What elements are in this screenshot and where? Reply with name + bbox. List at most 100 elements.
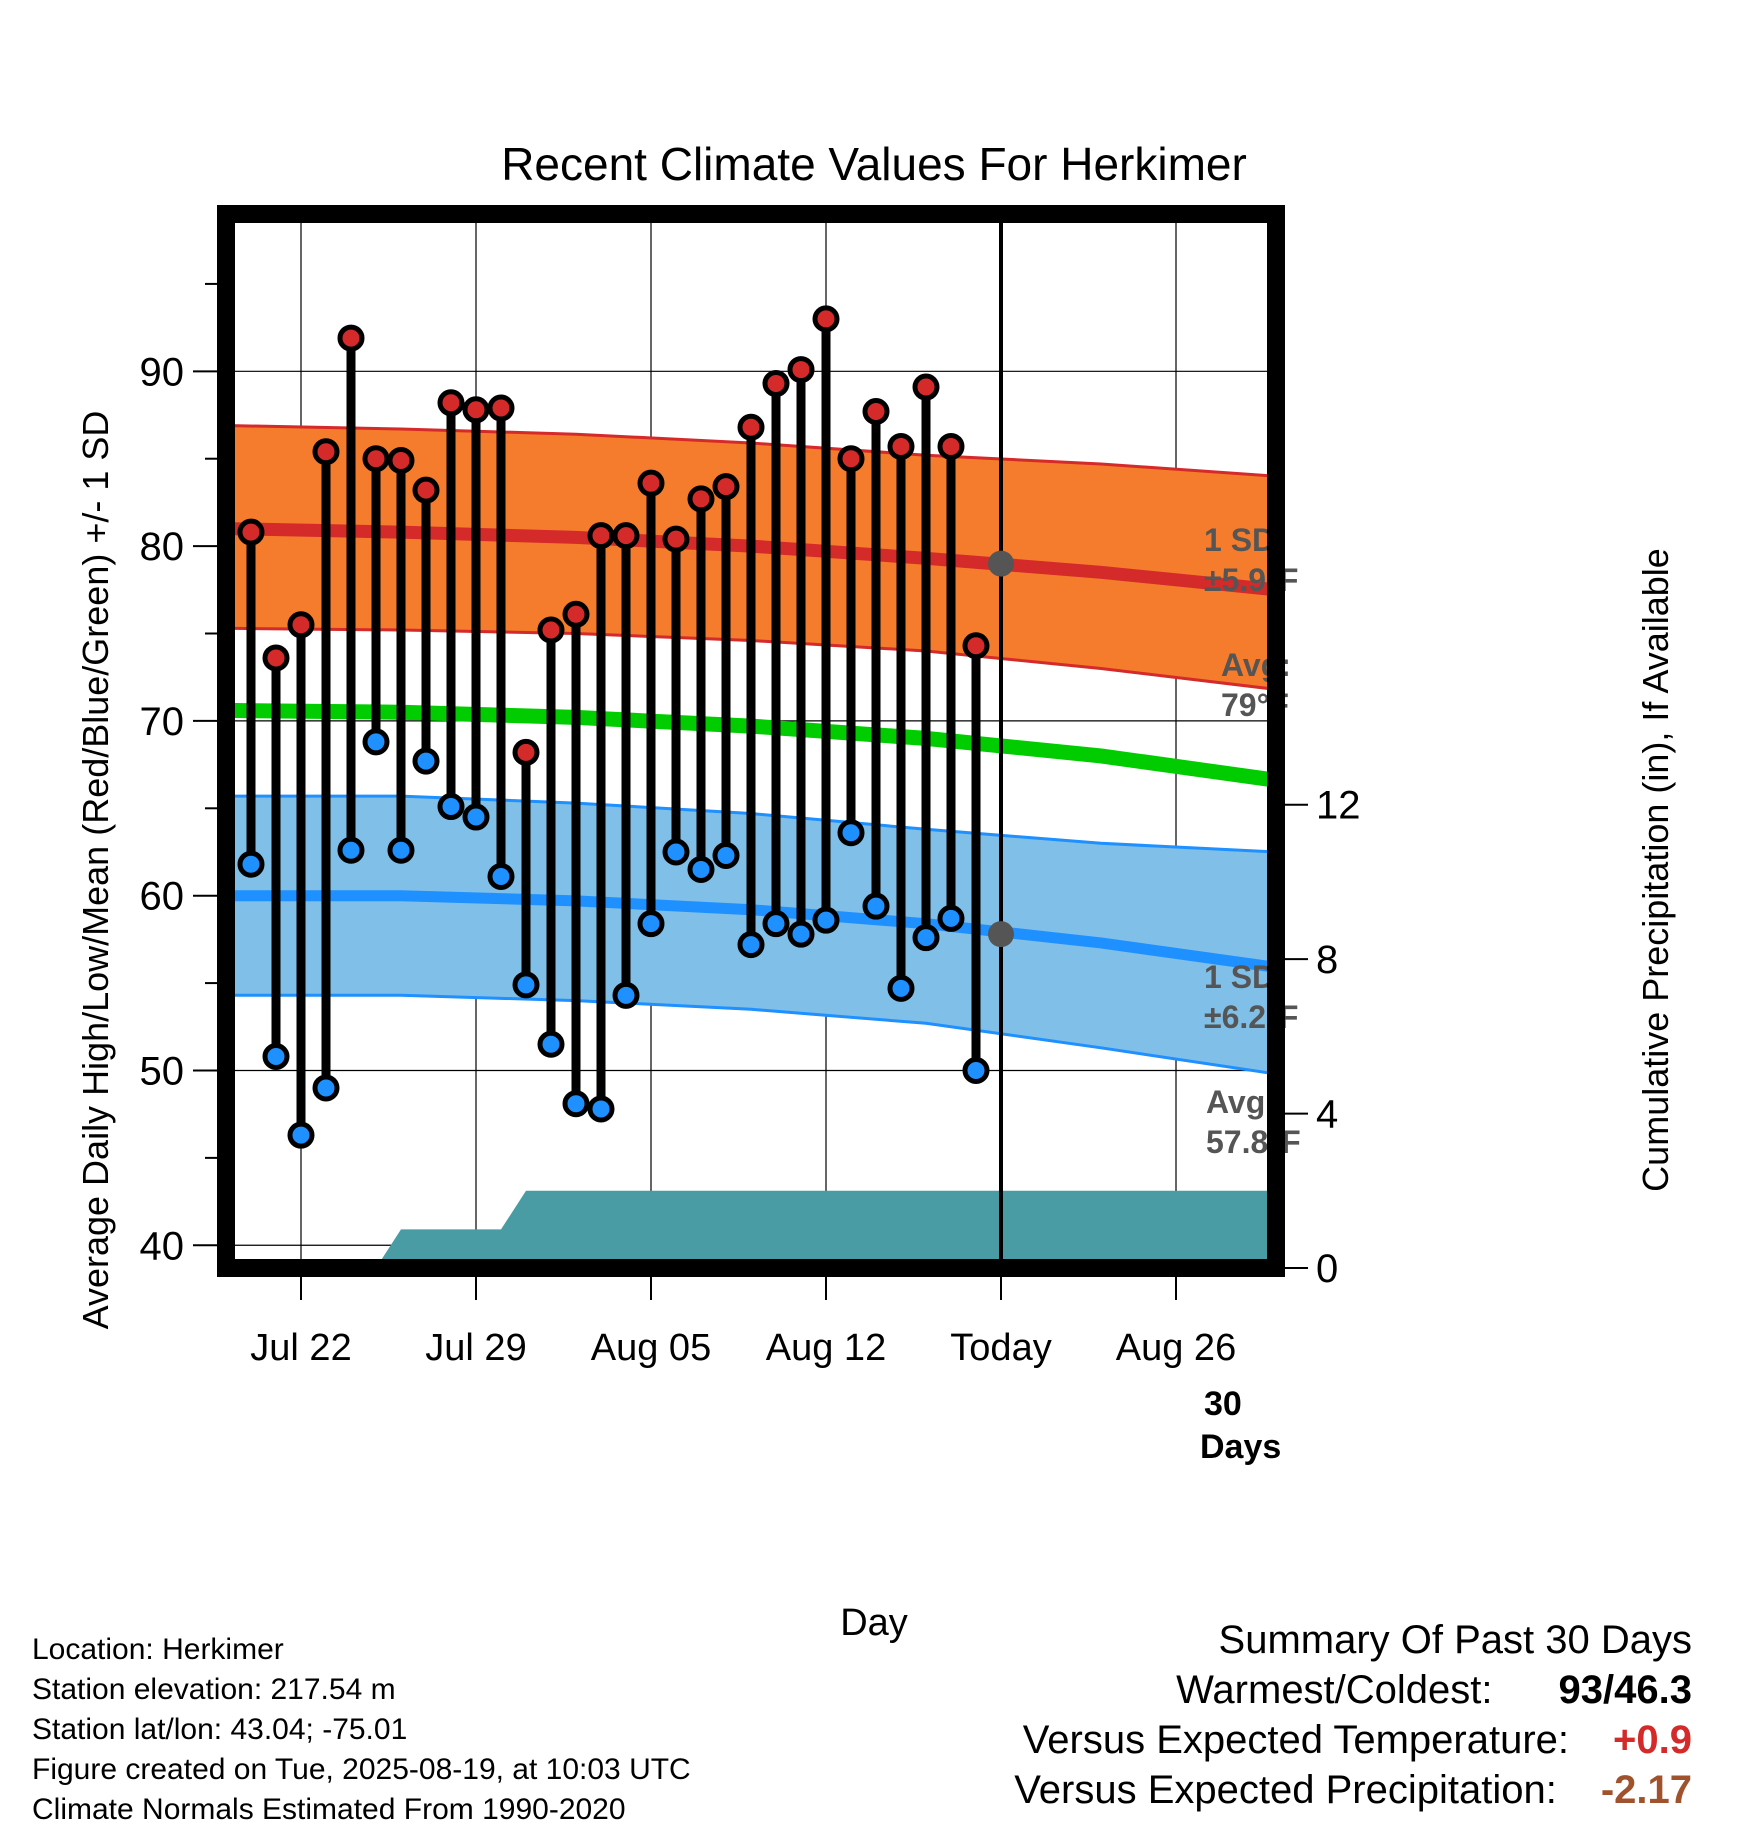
high-point (687, 485, 715, 513)
low-point (562, 1090, 590, 1118)
low-point (762, 910, 790, 938)
x-tick-label: Today (950, 1327, 1051, 1369)
high-point (637, 469, 665, 497)
days-count-label: 30 (1204, 1385, 1242, 1423)
low-point (312, 1074, 340, 1102)
high-point (887, 432, 915, 460)
low-point (712, 841, 740, 869)
days-word-label: Days (1200, 1428, 1281, 1466)
high-point (612, 522, 640, 550)
high-point (412, 476, 440, 504)
low-point (912, 924, 940, 952)
summary-precip-row: Versus Expected Precipitation: -2.17 (1014, 1765, 1692, 1815)
today-low-avg-marker (988, 921, 1014, 948)
high-point (337, 324, 365, 352)
low-point (462, 803, 490, 831)
temp-deviation-label: Versus Expected Temperature: (1022, 1718, 1570, 1762)
info-latlon: Station lat/lon: 43.04; -75.01 (32, 1713, 408, 1746)
y-tick-label: 80 (140, 525, 185, 569)
high-point (512, 738, 540, 766)
high-point (737, 413, 765, 441)
low-point (412, 747, 440, 775)
high-point (862, 398, 890, 426)
info-elevation: Station elevation: 217.54 m (32, 1673, 396, 1706)
temp-deviation-value: +0.9 (1613, 1718, 1692, 1762)
low-point (962, 1056, 990, 1084)
low-point (612, 981, 640, 1009)
low-point (887, 974, 915, 1002)
y-tick-label: 90 (140, 350, 185, 394)
low-point (862, 892, 890, 920)
y2-axis-label: Cumulative Precipitation (in), If Availa… (1635, 548, 1676, 1192)
high-point (787, 356, 815, 384)
low-point (437, 793, 465, 821)
plot-frame (217, 205, 1285, 1277)
info-location: Location: Herkimer (32, 1633, 284, 1666)
y2-tick-label: 4 (1316, 1093, 1338, 1137)
x-tick-label: Aug 05 (591, 1327, 711, 1369)
low-point (837, 819, 865, 847)
warmest-value: 93 (1558, 1668, 1604, 1712)
low-point (512, 971, 540, 999)
high-point (912, 373, 940, 401)
x-axis-label: Day (840, 1602, 908, 1644)
y-tick-label: 40 (140, 1224, 185, 1268)
high-point (837, 445, 865, 473)
low-avg-value: 57.8°F (1206, 1124, 1301, 1160)
today-high-avg-marker (988, 550, 1014, 577)
x-tick-label: Aug 26 (1116, 1327, 1236, 1369)
y-tick-label: 60 (140, 875, 185, 919)
y-tick-label: 70 (140, 700, 185, 744)
summary-title-row: Summary Of Past 30 Days (1014, 1615, 1692, 1665)
high-point (362, 445, 390, 473)
high-point (812, 305, 840, 333)
plot-inner (226, 214, 1276, 1268)
high-point (662, 525, 690, 553)
high-point (387, 446, 415, 474)
high-point (762, 370, 790, 398)
coldest-value: /46.3 (1603, 1668, 1692, 1712)
low-point (662, 838, 690, 866)
high-point (587, 522, 615, 550)
low-sd-lower-line (226, 993, 1276, 1076)
y-axis-label: Average Daily High/Low/Mean (Red/Blue/Gr… (75, 411, 116, 1330)
info-normals: Climate Normals Estimated From 1990-2020 (32, 1793, 626, 1826)
y2-tick-label: 8 (1316, 938, 1338, 982)
precip-deviation-value: -2.17 (1600, 1768, 1692, 1812)
low-point (487, 862, 515, 890)
x-tick-label: Jul 22 (250, 1327, 351, 1369)
high-point (462, 396, 490, 424)
high-point (437, 389, 465, 417)
high-point (962, 632, 990, 660)
warmest-coldest-value: 93/46.3 (1559, 1665, 1692, 1715)
summary-warmest-coldest-row: Warmest/Coldest: 93/46.3 (1014, 1665, 1692, 1715)
x-tick-label: Jul 29 (425, 1327, 526, 1369)
high-point (712, 473, 740, 501)
low-point (737, 931, 765, 959)
station-info: Location: Herkimer Station elevation: 21… (32, 1630, 691, 1830)
high-point (237, 518, 265, 546)
low-point (787, 920, 815, 948)
low-point (587, 1095, 615, 1123)
high-point (262, 644, 290, 672)
low-point (337, 836, 365, 864)
low-point (537, 1030, 565, 1058)
high-point (287, 611, 315, 639)
low-point (262, 1043, 290, 1071)
summary-panel: Summary Of Past 30 Days Warmest/Coldest:… (1014, 1615, 1692, 1815)
precip-deviation-label: Versus Expected Precipitation: (1014, 1768, 1557, 1812)
chart-title: Recent Climate Values For Herkimer (501, 138, 1247, 190)
low-point (687, 855, 715, 883)
low-point (287, 1121, 315, 1149)
low-point (237, 850, 265, 878)
low-point (387, 836, 415, 864)
low-point (937, 904, 965, 932)
y2-tick-label: 12 (1316, 784, 1361, 828)
low-avg-label: Avg: (1206, 1084, 1276, 1120)
precip-area (226, 1190, 1276, 1268)
y2-tick-label: 0 (1316, 1247, 1338, 1291)
low-point (362, 728, 390, 756)
high-point (937, 432, 965, 460)
info-created: Figure created on Tue, 2025-08-19, at 10… (32, 1753, 691, 1786)
